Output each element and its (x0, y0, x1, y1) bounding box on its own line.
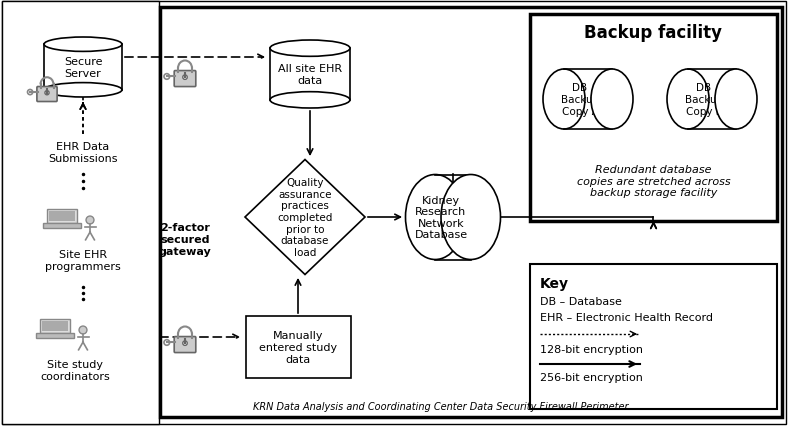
Ellipse shape (667, 70, 709, 130)
Text: Quality
assurance
practices
completed
prior to
database
load: Quality assurance practices completed pr… (277, 178, 333, 257)
Text: Redundant database
copies are stretched across
backup storage facility: Redundant database copies are stretched … (577, 164, 730, 198)
Text: DB
Backup
Copy A: DB Backup Copy A (561, 83, 599, 116)
Bar (46, 210, 77, 224)
Bar (40, 319, 70, 334)
Bar (688, 70, 736, 130)
Ellipse shape (715, 70, 757, 130)
Text: Key: Key (540, 276, 569, 290)
Text: DB – Database: DB – Database (540, 296, 622, 306)
Ellipse shape (270, 92, 350, 109)
Bar (530, 15, 777, 222)
Bar (246, 316, 351, 378)
Ellipse shape (591, 70, 633, 130)
Text: EHR Data
Submissions: EHR Data Submissions (48, 142, 117, 163)
Bar (530, 265, 777, 409)
Bar (435, 175, 470, 260)
Text: 256-bit encryption: 256-bit encryption (540, 372, 643, 382)
Ellipse shape (543, 70, 585, 130)
Bar (2, 2, 158, 424)
Bar (564, 70, 612, 130)
Text: Backup facility: Backup facility (585, 24, 723, 42)
Ellipse shape (44, 38, 122, 52)
Circle shape (45, 92, 49, 95)
Bar (36, 334, 74, 338)
Text: All site EHR
data: All site EHR data (278, 64, 342, 86)
Bar (44, 45, 122, 91)
Circle shape (79, 326, 87, 334)
Ellipse shape (406, 175, 465, 260)
Polygon shape (245, 160, 365, 275)
Bar (160, 8, 782, 417)
FancyBboxPatch shape (37, 87, 57, 102)
Text: Site study
coordinators: Site study coordinators (40, 359, 110, 381)
Text: Manually
entered study
data: Manually entered study data (259, 331, 337, 364)
Bar (49, 211, 75, 222)
Text: 128-bit encryption: 128-bit encryption (540, 344, 643, 354)
Text: KRN Data Analysis and Coordinating Center Data Security Firewall Perimeter: KRN Data Analysis and Coordinating Cente… (253, 401, 629, 411)
Bar (43, 224, 81, 228)
Bar (270, 49, 350, 101)
Circle shape (183, 76, 188, 80)
Ellipse shape (44, 83, 122, 98)
Text: Site EHR
programmers: Site EHR programmers (45, 249, 121, 271)
Text: Secure
Server: Secure Server (64, 57, 102, 79)
FancyBboxPatch shape (174, 72, 195, 87)
Text: DB
Backup
Copy B: DB Backup Copy B (685, 83, 723, 116)
FancyBboxPatch shape (174, 337, 195, 353)
Text: 2-factor
secured
gateway: 2-factor secured gateway (158, 223, 211, 256)
Circle shape (183, 341, 188, 345)
Bar (42, 321, 69, 331)
Ellipse shape (441, 175, 500, 260)
Circle shape (86, 216, 94, 225)
Text: EHR – Electronic Health Record: EHR – Electronic Health Record (540, 312, 713, 322)
Text: Kidney
Research
Network
Database: Kidney Research Network Database (414, 195, 467, 240)
Ellipse shape (270, 41, 350, 57)
